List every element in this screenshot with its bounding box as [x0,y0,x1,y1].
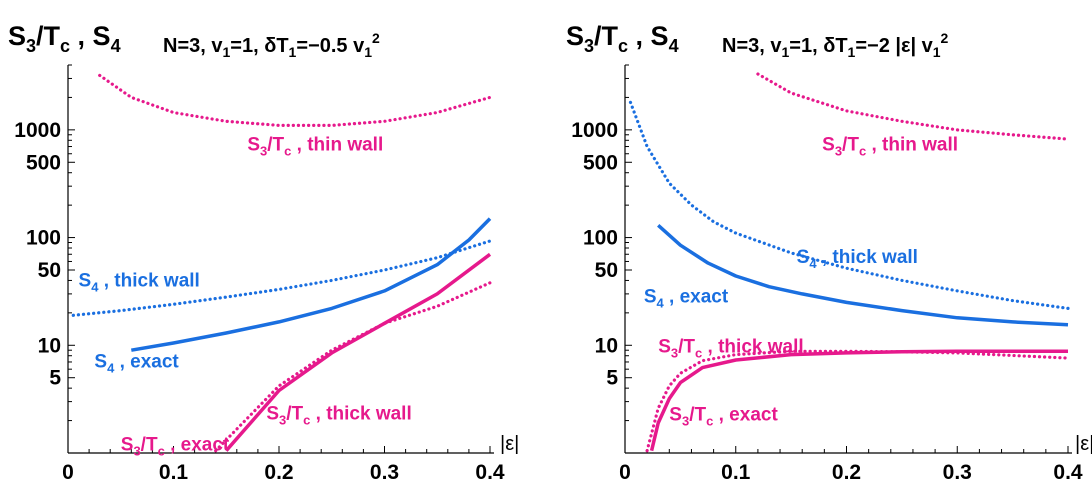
y-tick-label: 5 [49,367,61,390]
series-annotation: S3/Tc , exact [121,435,230,459]
y-tick-label: 100 [26,227,61,250]
series-line-s3-tc-exact [649,349,1068,452]
y-tick-label: 500 [26,151,61,174]
series-line-s3-tc-thin-wall [756,72,1070,141]
series-annotation: S4 , thick wall [79,271,200,295]
y-tick-label: 50 [595,259,618,282]
y-tick-label: 1000 [14,119,61,142]
series-annotation: S3/Tc , thin wall [822,135,958,159]
chart-title: N=3, v1=1, δT1=−0.5 v12 [163,30,380,60]
x-tick-label: 0.4 [1053,461,1083,484]
y-tick-label: 500 [583,151,618,174]
y-tick-label: 10 [595,334,618,357]
x-tick-label: 0.3 [943,461,972,484]
series-line-s4-thick-wall [71,239,492,317]
y-tick-label: 10 [38,334,61,357]
y-tick-label: 1000 [571,119,618,142]
chart-title: N=3, v1=1, δT1=−2 |ε| v12 [722,30,949,60]
series-line-s3-tc-thick-wall [214,281,492,453]
y-axis-label: S3/Tc , S4 [8,21,121,56]
x-tick-label: 0.2 [832,461,861,484]
series-annotation: S3/Tc , exact [669,405,778,429]
series-annotation: S4 , exact [94,352,179,376]
x-tick-label: 0.1 [159,461,189,484]
y-tick-label: 5 [606,367,618,390]
series-line-s3-tc-thick-wall [645,349,1070,453]
y-axis-label: S3/Tc , S4 [566,21,679,56]
x-tick-label: 0.1 [721,461,751,484]
series-line-s4-thick-wall [628,100,1070,310]
x-axis-label: |ε| [500,433,519,455]
x-tick-label: 0.4 [475,461,505,484]
series-line-s4-exact [131,217,492,352]
series-line-s3-tc-thin-wall [98,73,492,128]
series-annotation: S3/Tc , thin wall [247,135,383,159]
series-line-s4-exact [657,223,1069,327]
series-annotation: S4 , exact [644,286,729,310]
series-annotation: S3/Tc , thick wall [658,336,803,360]
y-tick-label: 50 [38,259,61,282]
x-axis-label: |ε| [1075,433,1092,455]
x-tick-label: 0.2 [264,461,293,484]
series-annotation: S4 , thick wall [797,247,918,271]
x-tick-label: 0 [619,461,631,484]
series-annotation: S3/Tc , thick wall [266,403,411,427]
x-tick-label: 0.3 [370,461,399,484]
chart-panel-2: 5 10 50 100 500 1000 0 0.1 0.2 0.3 0.4 |ε| S3/Tc , S… [566,21,1092,484]
x-tick-label: 0 [62,461,74,484]
chart-panel-1: 5 10 50 100 500 1000 0 0.1 0.2 0.3 0.4 |ε| S3/Tc , S… [8,21,519,484]
y-tick-label: 100 [583,227,618,250]
